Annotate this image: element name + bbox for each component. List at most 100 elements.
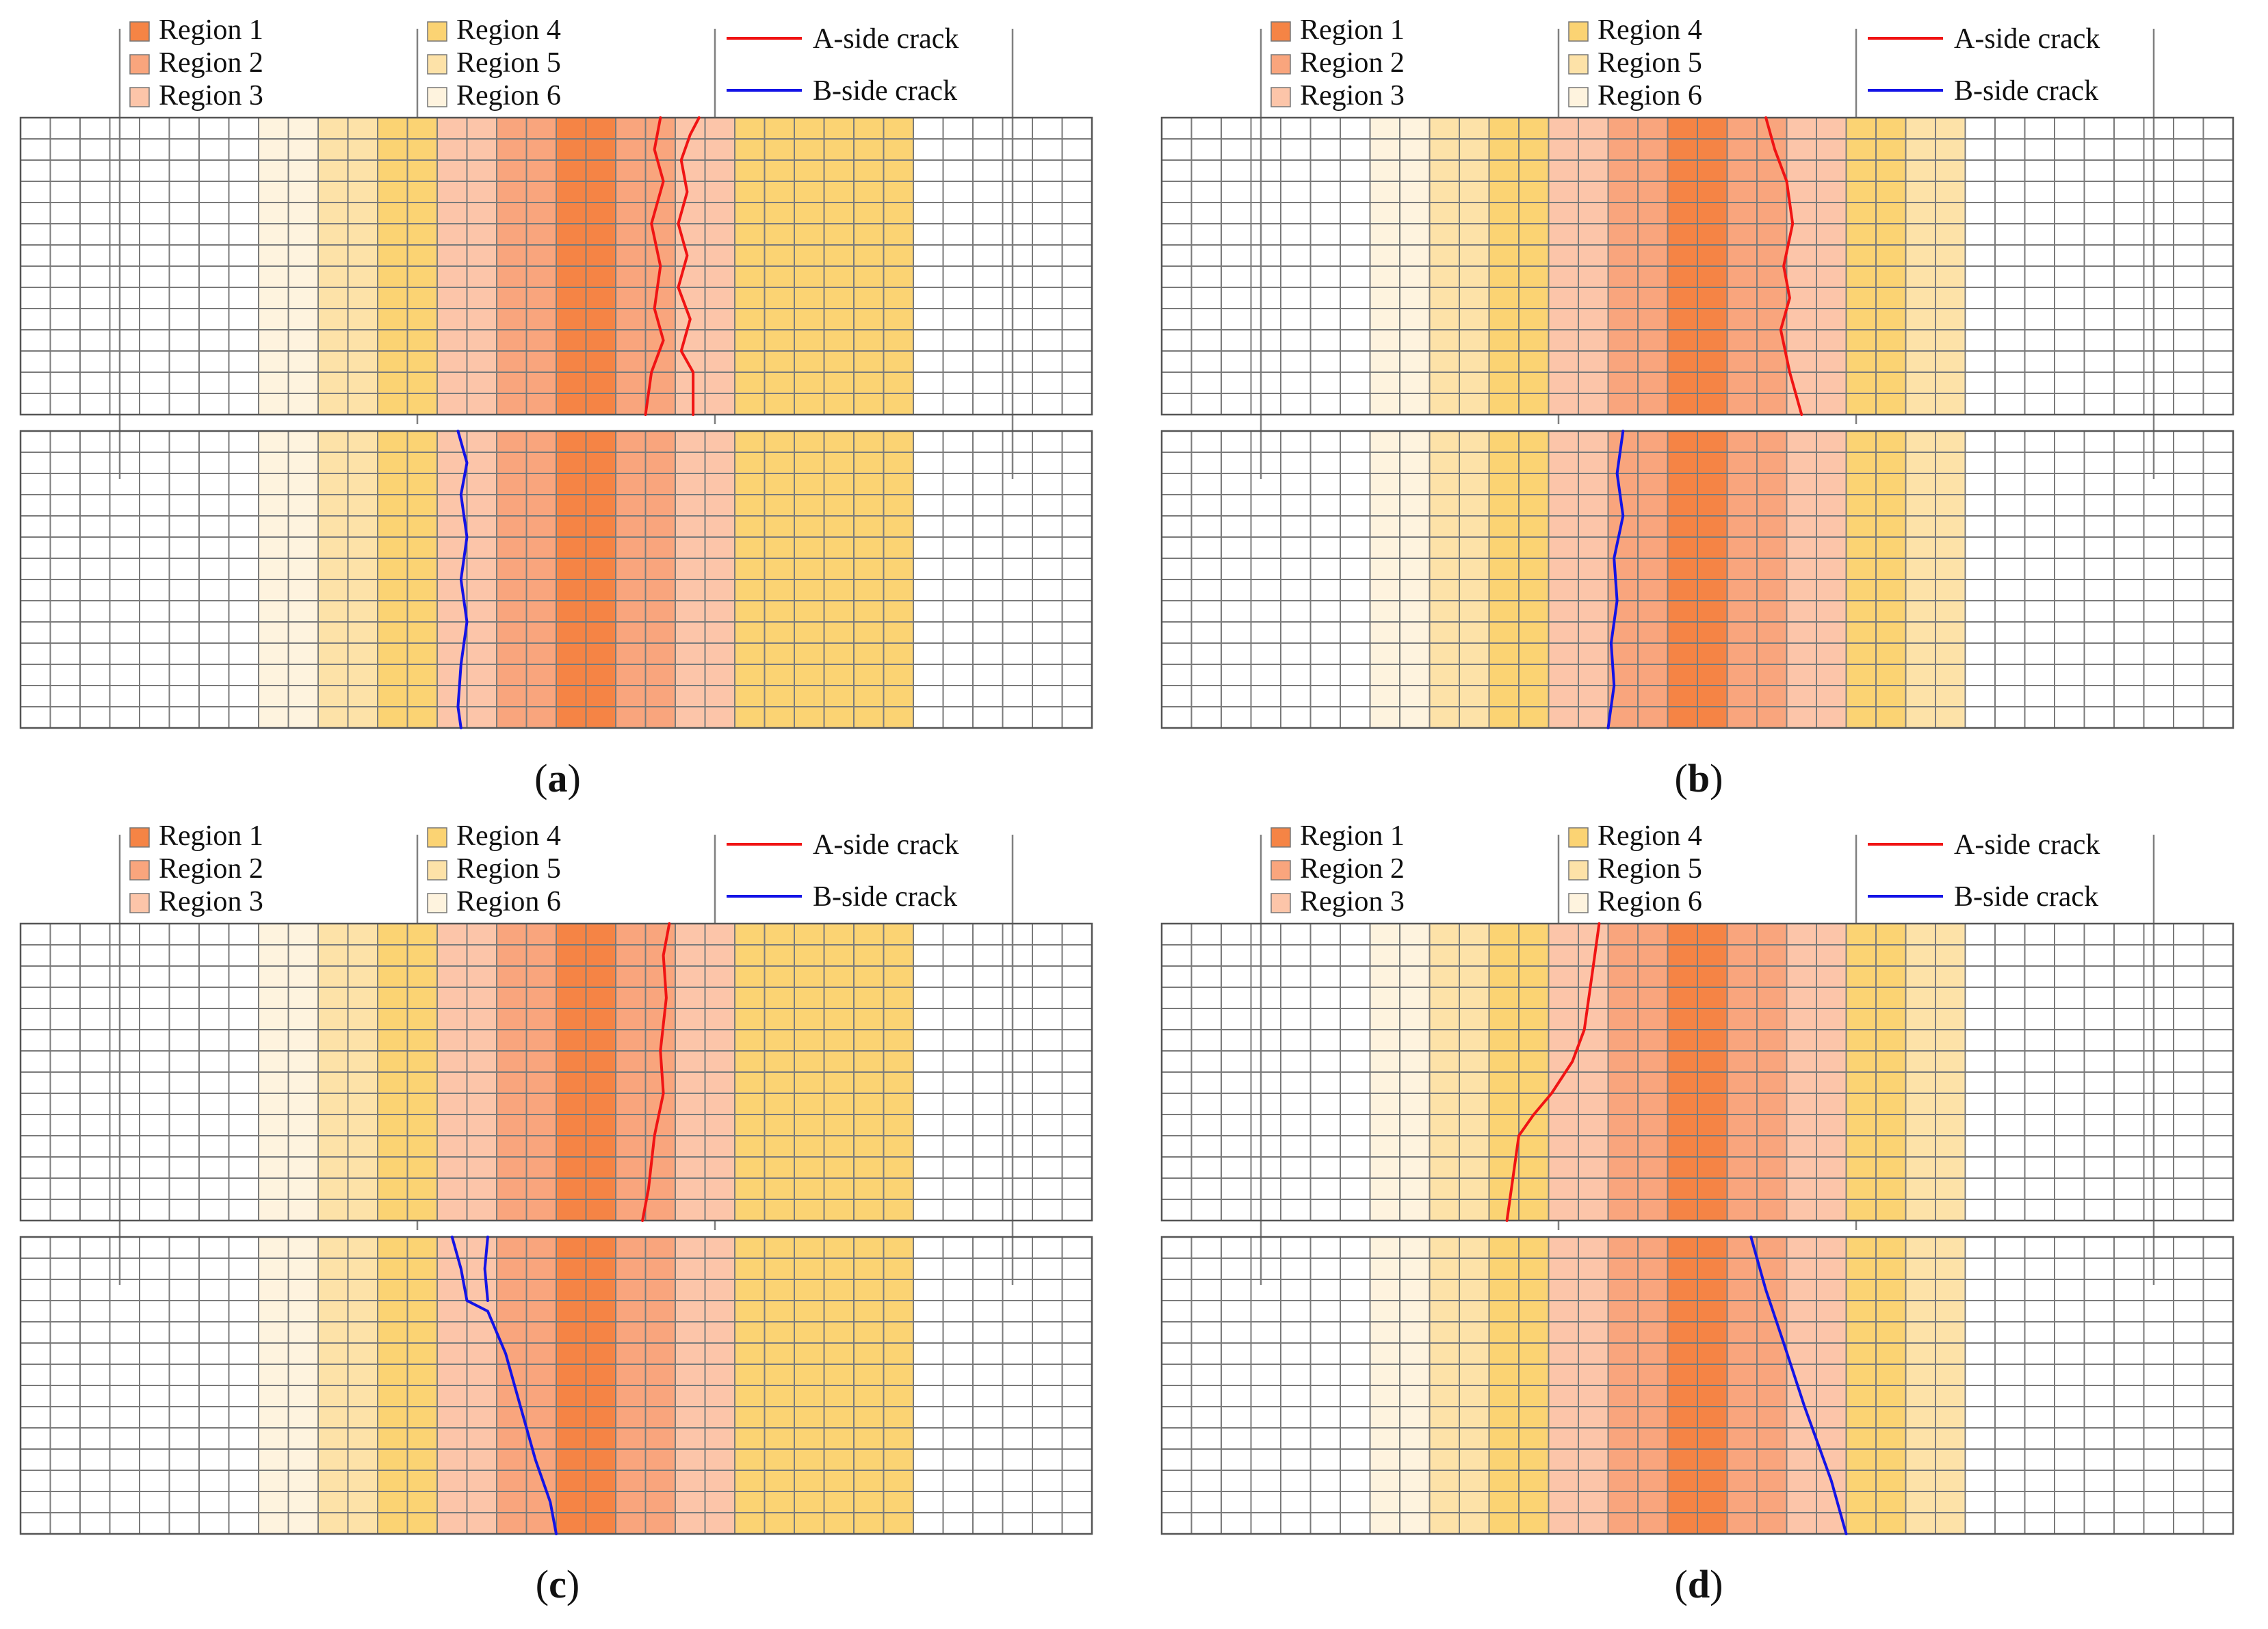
mesh-grid: [20, 923, 1093, 1221]
region-2-label: Region 2: [159, 47, 263, 79]
a-side-crack-label: A-side crack: [1954, 829, 2100, 861]
mesh-strip-a: [1160, 922, 2234, 1222]
mesh-outline: [19, 922, 1093, 1222]
region-1-swatch: [1270, 21, 1291, 42]
b-side-crack-line: [1749, 1236, 1848, 1535]
region-4-label: Region 4: [456, 820, 561, 852]
b-side-crack-line: [483, 1236, 489, 1302]
a-side-crack-line: [644, 116, 665, 416]
region-6-swatch: [427, 893, 447, 913]
region-6-label: Region 6: [456, 80, 561, 112]
region-4-swatch: [427, 827, 447, 848]
a-side-crack-line: [1505, 922, 1601, 1222]
mesh-strip-a: [19, 922, 1093, 1222]
panel-caption-letter: c: [549, 1562, 566, 1606]
mesh-grid: [1161, 923, 2234, 1221]
panel-caption-letter: a: [548, 756, 568, 800]
region-5-label: Region 5: [1598, 853, 1702, 885]
region-1-label: Region 1: [1300, 14, 1405, 46]
a-side-crack-line: [1764, 116, 1803, 416]
region-1-label: Region 1: [159, 820, 263, 852]
mesh-outline: [19, 116, 1093, 416]
mesh-strip-b: [19, 1236, 1093, 1535]
mesh-grid: [1161, 1236, 2234, 1535]
region-6-swatch: [1568, 87, 1589, 107]
region-4-swatch: [427, 21, 447, 42]
region-2-label: Region 2: [159, 853, 263, 885]
region-2-label: Region 2: [1300, 853, 1405, 885]
mesh-grid: [1161, 430, 2234, 729]
mesh-outline: [1160, 1236, 2234, 1535]
panel-caption: (b): [1675, 756, 1723, 800]
mesh-strip-b: [1160, 430, 2234, 729]
mesh-grid: [20, 430, 1093, 729]
region-1-label: Region 1: [159, 14, 263, 46]
a-side-crack-line: [677, 116, 701, 416]
region-4-label: Region 4: [1598, 820, 1702, 852]
region-4-swatch: [1568, 21, 1589, 42]
region-1-swatch: [1270, 827, 1291, 848]
region-1-swatch: [129, 827, 150, 848]
region-1-label: Region 1: [1300, 820, 1405, 852]
region-2-swatch: [129, 860, 150, 881]
b-side-crack-label: B-side crack: [813, 881, 957, 913]
region-2-swatch: [1270, 860, 1291, 881]
b-side-crack-line: [450, 1236, 558, 1535]
mesh-grid: [1161, 117, 2234, 415]
a-side-crack-label: A-side crack: [813, 829, 959, 861]
mesh-outline: [1160, 922, 2234, 1222]
region-3-label: Region 3: [159, 80, 263, 112]
b-side-crack-label: B-side crack: [813, 75, 957, 107]
panel-caption: (d): [1675, 1562, 1723, 1606]
region-3-swatch: [1270, 87, 1291, 107]
region-5-swatch: [1568, 54, 1589, 75]
region-5-label: Region 5: [456, 47, 561, 79]
region-6-label: Region 6: [456, 886, 561, 917]
panel-caption-letter: d: [1688, 1562, 1710, 1606]
b-side-crack-line: [456, 430, 469, 729]
region-5-label: Region 5: [1598, 47, 1702, 79]
a-side-crack-label: A-side crack: [813, 23, 959, 55]
b-side-crack-line: [1606, 430, 1625, 729]
region-2-label: Region 2: [1300, 47, 1405, 79]
region-6-label: Region 6: [1598, 80, 1702, 112]
region-3-swatch: [129, 893, 150, 913]
mesh-grid: [20, 117, 1093, 415]
mesh-outline: [1160, 116, 2234, 416]
panel-caption: (c): [536, 1562, 579, 1606]
b-side-crack-label: B-side crack: [1954, 75, 2098, 107]
region-1-swatch: [129, 21, 150, 42]
region-4-label: Region 4: [1598, 14, 1702, 46]
a-side-crack-line: [641, 922, 671, 1222]
region-6-swatch: [427, 87, 447, 107]
region-2-swatch: [129, 54, 150, 75]
b-side-crack-label: B-side crack: [1954, 881, 2098, 913]
region-4-swatch: [1568, 827, 1589, 848]
region-3-swatch: [129, 87, 150, 107]
region-6-label: Region 6: [1598, 886, 1702, 917]
mesh-strip-b: [1160, 1236, 2234, 1535]
mesh-grid: [20, 1236, 1093, 1535]
region-2-swatch: [1270, 54, 1291, 75]
region-3-label: Region 3: [159, 886, 263, 917]
panel-caption: (a): [534, 756, 581, 800]
mesh-strip-b: [19, 430, 1093, 729]
region-4-label: Region 4: [456, 14, 561, 46]
region-5-swatch: [427, 860, 447, 881]
region-3-swatch: [1270, 893, 1291, 913]
panel-caption-letter: b: [1688, 756, 1710, 800]
region-3-label: Region 3: [1300, 886, 1405, 917]
region-5-swatch: [1568, 860, 1589, 881]
region-5-swatch: [427, 54, 447, 75]
mesh-strip-a: [19, 116, 1093, 416]
region-3-label: Region 3: [1300, 80, 1405, 112]
region-6-swatch: [1568, 893, 1589, 913]
